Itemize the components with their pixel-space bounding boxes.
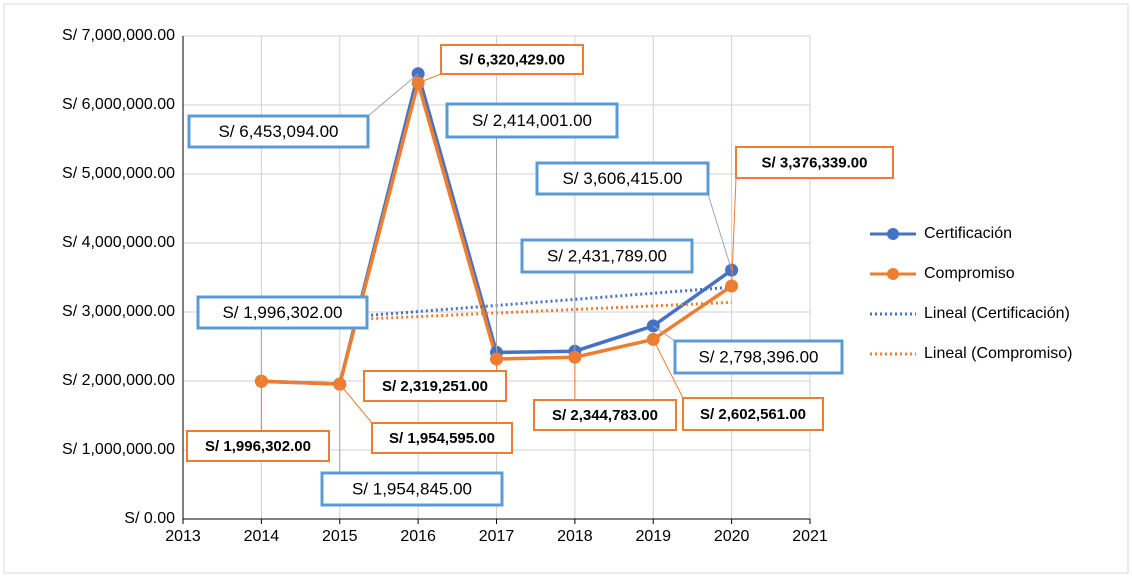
leader-line xyxy=(339,383,373,424)
y-tick-label: S/ 1,000,000.00 xyxy=(62,441,175,458)
x-tick-label: 2020 xyxy=(714,528,750,545)
label-box xyxy=(535,161,710,196)
label-box xyxy=(186,430,330,462)
data-label: S/ 2,431,789.00 xyxy=(547,246,667,265)
label-box xyxy=(520,238,694,274)
data-label: S/ 1,954,595.00 xyxy=(389,430,495,447)
label-box xyxy=(363,370,507,402)
chart-border xyxy=(3,3,1129,574)
x-tick-label: 2019 xyxy=(635,528,671,545)
leader-line xyxy=(707,193,733,271)
y-tick-label: S/ 3,000,000.00 xyxy=(62,303,175,320)
x-tick-label: 2017 xyxy=(479,528,515,545)
label-box xyxy=(371,422,513,454)
y-tick-label: S/ 2,000,000.00 xyxy=(62,372,175,389)
label-box xyxy=(445,102,619,139)
y-tick-label: S/ 6,000,000.00 xyxy=(62,96,175,113)
label-box xyxy=(440,44,584,75)
x-tick-label: 2013 xyxy=(165,528,201,545)
legend-label: Certificación xyxy=(924,225,1012,242)
data-label: S/ 2,344,783.00 xyxy=(552,407,658,424)
data-label: S/ 1,954,845.00 xyxy=(352,479,472,498)
label-box xyxy=(533,399,677,431)
label-box xyxy=(735,146,894,179)
data-label: S/ 6,453,094.00 xyxy=(218,122,338,141)
legend-label: Lineal (Certificación) xyxy=(924,305,1070,322)
legend-marker xyxy=(887,228,899,240)
y-tick-label: S/ 4,000,000.00 xyxy=(62,234,175,251)
data-label: S/ 2,319,251.00 xyxy=(382,378,488,395)
data-label: S/ 3,606,415.00 xyxy=(562,169,682,188)
label-box xyxy=(673,339,844,375)
data-label: S/ 3,376,339.00 xyxy=(762,154,868,171)
label-box xyxy=(196,295,369,330)
leader-line xyxy=(367,73,419,117)
y-tick-label: S/ 0.00 xyxy=(124,510,175,527)
leader-line xyxy=(652,339,684,399)
leader-line xyxy=(417,73,442,84)
y-tick-label: S/ 5,000,000.00 xyxy=(62,165,175,182)
legend-marker xyxy=(887,268,899,280)
leader-line xyxy=(731,177,737,287)
y-tick-label: S/ 7,000,000.00 xyxy=(62,27,175,44)
label-box xyxy=(682,397,824,431)
legend-label: Compromiso xyxy=(924,265,1015,282)
x-tick-label: 2021 xyxy=(792,528,828,545)
leader-line xyxy=(652,325,676,342)
data-label: S/ 2,414,001.00 xyxy=(472,111,592,130)
x-tick-label: 2016 xyxy=(400,528,436,545)
data-label: S/ 1,996,302.00 xyxy=(222,303,342,322)
data-label: S/ 1,996,302.00 xyxy=(205,438,311,455)
x-tick-label: 2014 xyxy=(244,528,280,545)
data-label: S/ 2,602,561.00 xyxy=(700,406,806,423)
data-label: S/ 2,798,396.00 xyxy=(698,347,818,366)
label-box xyxy=(187,114,370,149)
legend-label: Lineal (Compromiso) xyxy=(924,345,1073,362)
x-tick-label: 2015 xyxy=(322,528,358,545)
x-tick-label: 2018 xyxy=(557,528,593,545)
data-label: S/ 6,320,429.00 xyxy=(459,51,565,68)
label-box xyxy=(320,471,504,507)
